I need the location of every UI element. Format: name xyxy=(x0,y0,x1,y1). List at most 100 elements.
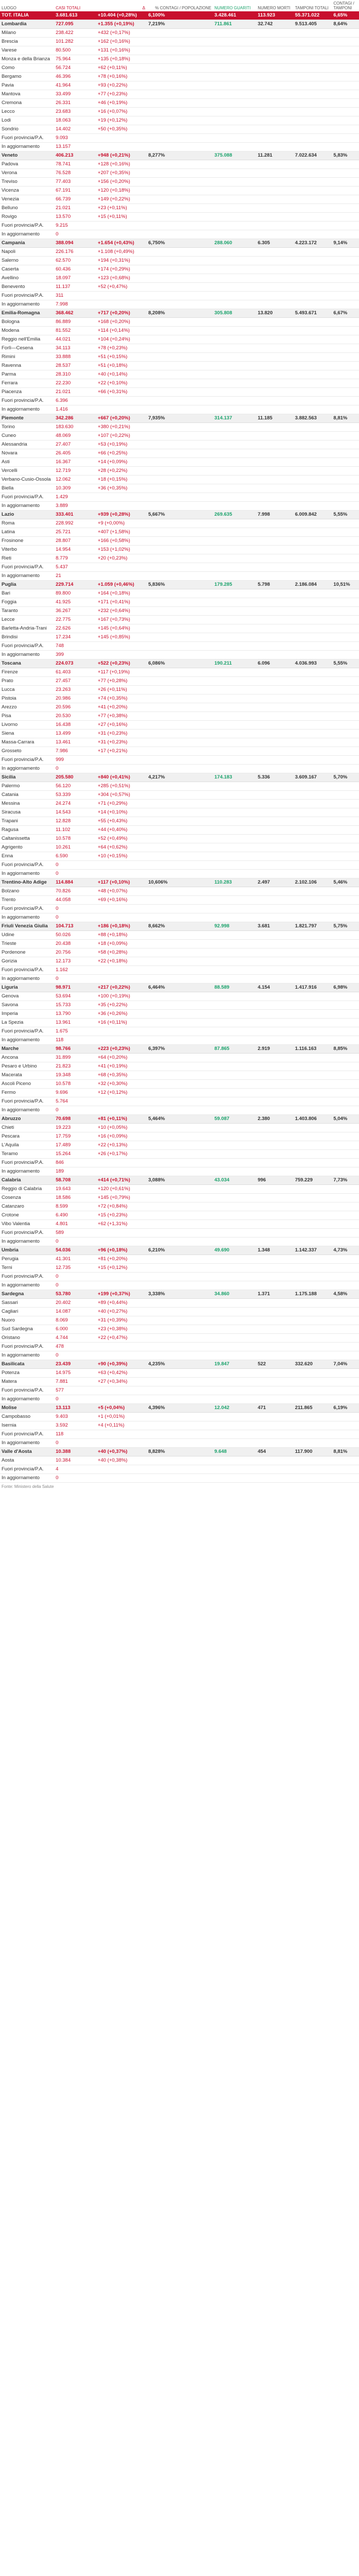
province-row: Brescia 101.282 +162 (+0,16%) xyxy=(0,37,359,47)
province-name: Imperia xyxy=(0,1009,55,1019)
province-casi: 399 xyxy=(54,650,96,660)
header-casi[interactable]: CASI TOTALI xyxy=(56,6,81,11)
province-empty-cell xyxy=(146,834,213,844)
region-row[interactable]: Marche 98.766 +223 (+0,23%) 6,397% 87.865 2.9… xyxy=(0,1044,359,1054)
header-delta[interactable]: Δ xyxy=(142,6,145,11)
province-empty-cell xyxy=(213,755,257,765)
region-row[interactable]: Friuli Venezia Giulia 104.713 +186 (+0,18%… xyxy=(0,922,359,931)
province-empty-cell xyxy=(256,352,294,362)
province-empty-cell xyxy=(256,317,294,327)
region-row[interactable]: Emilia-Romagna 368.462 +717 (+0,20%) 8,208%… xyxy=(0,309,359,318)
total-delta: +10.404 (+0,28%) xyxy=(96,11,147,21)
region-tpos: 7,73% xyxy=(332,1176,359,1185)
region-row[interactable]: Sardegna 53.780 +199 (+0,37%) 3,338% 34.860 1… xyxy=(0,1290,359,1299)
province-empty-cell xyxy=(332,528,359,537)
header-tpos[interactable]: CONTAGI / TAMPONI xyxy=(333,1,354,11)
province-delta: +20 (+0,23%) xyxy=(96,554,147,564)
province-row: In aggiornamento 189 xyxy=(0,1167,359,1177)
province-delta: +27 (+0,16%) xyxy=(96,720,147,730)
province-delta xyxy=(96,974,147,984)
province-name: Matera xyxy=(0,1377,55,1387)
province-row: Forlì—Cesena 34.113 +78 (+0,23%) xyxy=(0,344,359,353)
province-empty-cell xyxy=(213,142,257,152)
header-morti[interactable]: NUMERO MORTI xyxy=(258,6,290,11)
province-name: Arezzo xyxy=(0,703,55,713)
region-row[interactable]: Valle d'Aosta 10.388 +40 (+0,37%) 8,828% 9.6… xyxy=(0,1447,359,1457)
province-name: Siena xyxy=(0,729,55,739)
region-pct: 6,086% xyxy=(146,659,213,669)
province-row: Grosseto 7.986 +17 (+0,21%) xyxy=(0,747,359,756)
province-empty-cell xyxy=(146,965,213,975)
province-name: In aggiornamento xyxy=(0,405,55,415)
province-casi: 0 xyxy=(54,764,96,774)
province-name: Agrigento xyxy=(0,843,55,853)
header-tamponi[interactable]: TAMPONI TOTALI xyxy=(295,6,329,11)
province-empty-cell xyxy=(293,168,332,178)
province-name: Livorno xyxy=(0,720,55,730)
province-empty-cell xyxy=(213,204,257,213)
province-empty-cell xyxy=(293,930,332,940)
region-pct: 6,397% xyxy=(146,1044,213,1054)
region-delta: +96 (+0,18%) xyxy=(96,1246,147,1256)
province-delta xyxy=(96,291,147,301)
province-name: Barletta-Andria-Trani xyxy=(0,624,55,634)
province-empty-cell xyxy=(332,843,359,853)
province-empty-cell xyxy=(256,536,294,546)
province-empty-cell xyxy=(213,1158,257,1168)
header-pct[interactable]: % CONTAGI / POPOLAZIONE xyxy=(155,6,212,11)
header-guariti[interactable]: NUMERO GUARITI xyxy=(214,6,251,11)
province-empty-cell xyxy=(146,1167,213,1177)
province-row: Parma 28.310 +40 (+0,14%) xyxy=(0,370,359,380)
province-empty-cell xyxy=(256,860,294,870)
region-row[interactable]: Puglia 229.714 +1.059 (+0,46%) 5,836% 179.28… xyxy=(0,580,359,590)
province-empty-cell xyxy=(256,1342,294,1352)
region-row[interactable]: Trentino-Alto Adige 114.884 +117 (+0,10%) 1… xyxy=(0,878,359,888)
province-empty-cell xyxy=(146,1132,213,1142)
region-row[interactable]: Lazio 333.401 +939 (+0,28%) 5,667% 269.635 7.… xyxy=(0,510,359,520)
province-row: Padova 78.741 +128 (+0,16%) xyxy=(0,160,359,170)
province-empty-cell xyxy=(332,125,359,134)
region-row[interactable]: Campania 388.094 +1.654 (+0,43%) 6,750% 288.… xyxy=(0,239,359,248)
province-empty-cell xyxy=(256,1079,294,1089)
province-empty-cell xyxy=(293,457,332,467)
province-casi: 16.367 xyxy=(54,457,96,467)
province-empty-cell xyxy=(213,913,257,923)
province-delta: +15 (+0,11%) xyxy=(96,212,147,222)
province-empty-cell xyxy=(213,1132,257,1142)
province-empty-cell xyxy=(213,939,257,949)
region-row[interactable]: Molise 13.113 +5 (+0,04%) 4,396% 12.042 471 21… xyxy=(0,1403,359,1413)
region-row[interactable]: Sicilia 205.580 +840 (+0,41%) 4,217% 174.183… xyxy=(0,773,359,783)
province-name: Milano xyxy=(0,28,55,38)
region-morti: 32.742 xyxy=(256,20,294,29)
province-empty-cell xyxy=(146,1325,213,1334)
province-name: In aggiornamento xyxy=(0,1351,55,1361)
region-row[interactable]: Calabria 58.708 +414 (+0,71%) 3,088% 43.034 9… xyxy=(0,1176,359,1185)
region-row[interactable]: Liguria 98.971 +217 (+0,22%) 6,464% 88.589 4.… xyxy=(0,983,359,993)
province-delta xyxy=(96,1036,147,1045)
province-casi: 60.436 xyxy=(54,265,96,275)
province-empty-cell xyxy=(332,1255,359,1264)
province-empty-cell xyxy=(293,834,332,844)
province-row: Isernia 3.592 +4 (+0,11%) xyxy=(0,1421,359,1431)
province-empty-cell xyxy=(213,212,257,222)
province-empty-cell xyxy=(213,1473,257,1483)
province-empty-cell xyxy=(213,965,257,975)
province-empty-cell xyxy=(293,606,332,616)
province-casi: 118 xyxy=(54,1430,96,1439)
region-row[interactable]: Lombardia 727.095 +1.355 (+0,19%) 7,219% 711… xyxy=(0,20,359,29)
province-casi: 14.087 xyxy=(54,1307,96,1317)
header-luogo[interactable]: LUOGO xyxy=(2,6,16,11)
province-empty-cell xyxy=(332,1237,359,1247)
region-row[interactable]: Toscana 224.073 +522 (+0,23%) 6,086% 190.211… xyxy=(0,659,359,669)
region-row[interactable]: Umbria 54.036 +96 (+0,18%) 6,210% 49.690 1.34… xyxy=(0,1246,359,1256)
region-row[interactable]: Piemonte 342.286 +667 (+0,20%) 7,935% 314.13… xyxy=(0,414,359,423)
region-row[interactable]: Veneto 406.213 +948 (+0,21%) 8,277% 375.088 1… xyxy=(0,151,359,161)
province-name: Pistoia xyxy=(0,694,55,704)
province-casi: 0 xyxy=(54,860,96,870)
region-row[interactable]: Basilicata 23.439 +90 (+0,39%) 4,235% 19.847… xyxy=(0,1360,359,1369)
region-row[interactable]: Abruzzo 70.698 +81 (+0,11%) 5,464% 59.087 2.3… xyxy=(0,1114,359,1124)
province-empty-cell xyxy=(146,992,213,1002)
province-empty-cell xyxy=(256,291,294,301)
province-empty-cell xyxy=(146,633,213,642)
province-empty-cell xyxy=(256,676,294,686)
